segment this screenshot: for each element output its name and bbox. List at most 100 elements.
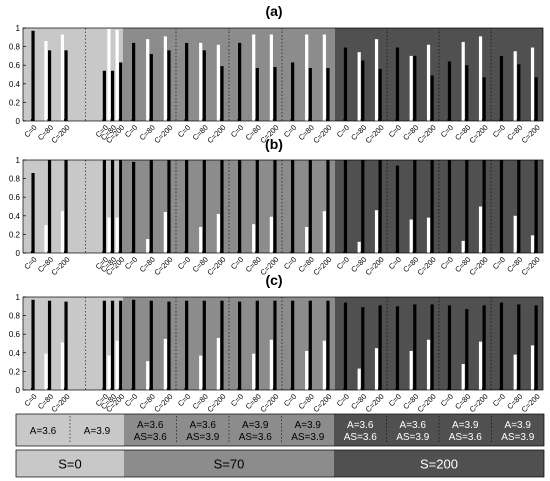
bar-white (461, 41, 465, 122)
bar-white (269, 216, 273, 253)
bar-black (482, 77, 486, 121)
legend-param-label: A=3.6 (137, 420, 164, 431)
bar-black (119, 62, 123, 121)
bar-black (517, 160, 521, 253)
bar-white (305, 34, 309, 122)
bar-black (430, 160, 434, 253)
bar-black (185, 42, 189, 121)
bar-white (252, 34, 256, 122)
region-background-0 (23, 28, 123, 121)
bar-black (413, 55, 417, 121)
bar-white (60, 211, 65, 253)
bar-white (269, 34, 273, 122)
bar-white (216, 337, 220, 390)
x-tick-label: C=200 (468, 123, 490, 145)
bar-black (499, 160, 504, 253)
x-tick-label: C=0 (439, 255, 455, 271)
x-tick-label: C=200 (416, 255, 438, 277)
bar-white (513, 354, 517, 390)
x-tick-label: C=200 (520, 392, 542, 414)
legend-s-label: S=200 (420, 457, 458, 472)
bar-black (326, 67, 330, 121)
bar-black (220, 66, 224, 121)
legend-row-parameters: A=3.6 A=3.9A=3.6AS=3.6A=3.6AS=3.9A=3.9AS=… (15, 413, 545, 447)
bar-white (513, 51, 517, 121)
legend-param-label: A=3.6 (190, 420, 217, 431)
bar-white (146, 39, 150, 121)
bar-white (374, 348, 379, 390)
bar-black (167, 301, 171, 390)
bar-white (107, 28, 111, 121)
bar-white (163, 36, 167, 122)
bar-white (461, 363, 465, 390)
x-tick-label: C=200 (311, 123, 333, 145)
y-tick-label: 0.2 (9, 367, 21, 376)
panel-title: (b) (265, 136, 283, 152)
x-tick-label: C=200 (49, 255, 71, 277)
bar-black (47, 300, 52, 390)
bar-black (517, 304, 521, 390)
x-tick-label: C=200 (416, 392, 438, 414)
legend-param-label: A=3.9 (84, 426, 111, 437)
bar-white (478, 206, 483, 253)
bar-white (60, 34, 65, 122)
x-tick-label: C=200 (152, 255, 174, 277)
x-tick-label: C=0 (439, 123, 455, 139)
bar-white (530, 345, 535, 390)
bar-black (202, 50, 206, 121)
y-tick-label: 1 (16, 293, 21, 302)
legend-param-label: AS=3.6 (344, 432, 378, 443)
bar-black (395, 47, 400, 121)
panel-1: (a)00.20.40.60.81C=0C=80C=200 C=0C=80C=20… (9, 3, 544, 145)
bar-black (102, 300, 106, 390)
panel-title: (a) (265, 3, 282, 19)
x-tick-label: C=200 (205, 123, 227, 145)
bar-black (64, 160, 68, 253)
bar-black (291, 160, 295, 253)
bar-black (343, 47, 348, 121)
bar-white (107, 217, 111, 253)
x-tick-label: C=200 (364, 123, 386, 145)
bar-white (115, 340, 119, 390)
legend-param-label: AS=3.6 (134, 432, 168, 443)
y-tick-label: 0 (16, 249, 21, 258)
x-tick-label: C=0 (491, 255, 507, 271)
bar-white (115, 217, 119, 253)
x-tick-label: C=0 (335, 255, 351, 271)
legend-param-label: A=3.6 (347, 420, 374, 431)
y-tick-label: 0 (16, 117, 21, 126)
bar-black (119, 160, 123, 253)
y-tick-label: 0.4 (9, 212, 21, 221)
x-tick-label: C=0 (387, 123, 403, 139)
legend-param-label: AS=3.9 (396, 432, 430, 443)
legend-s-label: S=0 (58, 457, 82, 472)
bar-black (343, 302, 348, 390)
plot-frame (22, 27, 544, 122)
x-tick-label: C=200 (258, 392, 280, 414)
bar-black (64, 301, 68, 390)
x-tick-label: C=200 (520, 255, 542, 277)
bar-black (238, 42, 242, 121)
y-tick-label: 0.6 (9, 330, 21, 339)
x-tick-label: C=200 (364, 255, 386, 277)
bar-white (357, 52, 361, 121)
bar-black (465, 65, 469, 121)
legend-frame (15, 449, 545, 478)
bar-black (149, 300, 153, 390)
x-tick-label: C=0 (282, 392, 298, 408)
x-tick-label: C=0 (123, 123, 139, 139)
bar-black (465, 309, 469, 390)
bar-black (273, 300, 277, 390)
bar-white (409, 350, 413, 390)
bar-black (273, 67, 277, 121)
bar-white (322, 211, 326, 253)
bar-black (361, 307, 365, 390)
bar-black (102, 70, 106, 121)
legend-param-label: AS=3.9 (186, 432, 220, 443)
x-tick-label: C=200 (311, 255, 333, 277)
y-tick-label: 0.6 (9, 193, 21, 202)
x-tick-label: C=200 (49, 123, 71, 145)
bar-black (308, 300, 312, 390)
bar-black (326, 160, 330, 253)
